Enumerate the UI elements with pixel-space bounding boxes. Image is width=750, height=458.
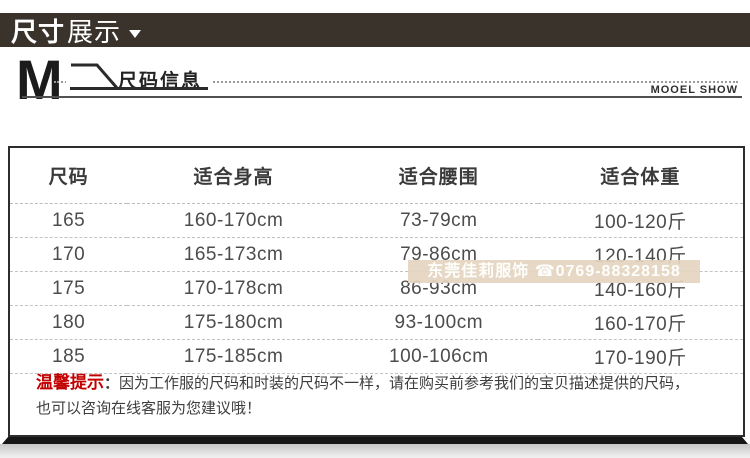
seller-watermark: 东莞佳莉服饰 ☎0769-88328158	[408, 260, 700, 283]
label-background-mask	[66, 78, 212, 88]
banner-title-light: 展示	[67, 16, 122, 47]
table-header-row: 尺码 适合身高 适合腰围 适合体重	[10, 148, 743, 204]
table-row: 185 175-185cm 100-106cm 170-190斤	[10, 339, 743, 374]
size-display-banner: 尺寸 展示	[0, 13, 750, 47]
model-show-caption: MOOEL SHOW	[645, 84, 738, 96]
dotted-divider	[54, 81, 738, 83]
banner-title-strong: 尺寸	[11, 16, 66, 47]
table-cell: 165	[10, 203, 128, 238]
table-header-cell: 适合身高	[127, 148, 340, 204]
table-cell: 160-170斤	[537, 305, 743, 340]
size-info-title: 尺码信息	[118, 71, 203, 92]
decorative-hook-line-icon	[71, 63, 119, 89]
table-cell: 180	[10, 305, 128, 340]
table-cell: 175	[10, 271, 128, 306]
table-cell: 165-173cm	[127, 237, 340, 272]
table-row: 180 175-180cm 93-100cm 160-170斤	[10, 305, 743, 340]
size-table-panel: 尺码 适合身高 适合腰围 适合体重 165 160-170cm 73-79cm 100-12…	[8, 146, 745, 437]
table-cell: 170-178cm	[127, 271, 340, 306]
table-cell: 160-170cm	[127, 203, 340, 238]
header-divider	[22, 96, 742, 98]
triangle-down-icon	[129, 30, 142, 38]
warm-tip-label: 温馨提示	[36, 373, 104, 392]
ground-shadow-fade	[0, 444, 750, 458]
warm-tip-text-line2: 也可以咨询在线客服为您建议哦！	[36, 400, 262, 417]
table-cell: 170	[10, 237, 128, 272]
table-cell: 170-190斤	[537, 339, 743, 374]
title-underline	[70, 87, 208, 90]
table-cell: 100-106cm	[339, 339, 538, 374]
table-cell: 185	[10, 339, 128, 374]
size-table: 尺码 适合身高 适合腰围 适合体重 165 160-170cm 73-79cm 100-12…	[10, 148, 743, 374]
table-header-cell: 适合体重	[537, 148, 743, 204]
brand-logo: M	[16, 48, 63, 111]
warm-tip-text-line1: 因为工作服的尺码和时装的尺码不一样，请在购买前参考我们的宝贝描述提供的尺码，	[119, 375, 690, 392]
panel-bottom-shadow	[2, 437, 748, 444]
table-cell: 73-79cm	[339, 203, 538, 238]
table-header-cell: 尺码	[10, 148, 128, 204]
table-cell: 93-100cm	[339, 305, 538, 340]
table-header-cell: 适合腰围	[339, 148, 538, 204]
table-row: 165 160-170cm 73-79cm 100-120斤	[10, 203, 743, 238]
table-cell: 175-180cm	[127, 305, 340, 340]
table-cell: 175-185cm	[127, 339, 340, 374]
warm-tip-colon: ：	[104, 375, 120, 392]
table-cell: 100-120斤	[537, 203, 743, 238]
warm-tip: 温馨提示：因为工作服的尺码和时装的尺码不一样，请在购买前参考我们的宝贝描述提供的…	[36, 370, 731, 421]
